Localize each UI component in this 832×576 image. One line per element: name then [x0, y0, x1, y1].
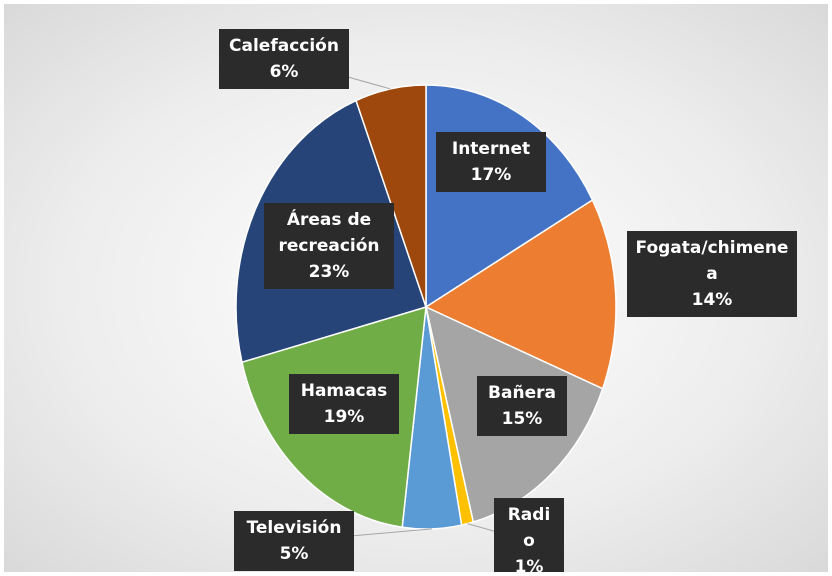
data-label: Fogata/chimenea 14% — [627, 231, 797, 317]
category-label: Radio — [507, 505, 551, 551]
category-label: Fogata/chimenea — [635, 238, 789, 284]
value-label: 6% — [269, 62, 299, 82]
category-label: Televisión — [246, 518, 342, 538]
data-label: Hamacas 19% — [289, 374, 399, 434]
category-label: Calefacción — [229, 36, 339, 56]
pie-slice — [355, 84, 427, 308]
value-label: 23% — [308, 262, 350, 282]
value-label: 15% — [501, 409, 543, 429]
value-label: 5% — [279, 544, 309, 564]
category-label: Bañera — [488, 383, 556, 403]
value-label: 14% — [691, 290, 733, 310]
category-label: Hamacas — [300, 381, 388, 401]
category-label: Internet — [451, 139, 531, 159]
category-label: Áreas de recreación — [278, 210, 380, 256]
pie-slice — [424, 198, 617, 390]
value-label: 1% — [514, 557, 544, 576]
value-label: 19% — [323, 407, 365, 427]
value-label: 17% — [470, 165, 512, 185]
data-label: Calefacción 6% — [219, 29, 349, 89]
data-label: Radio 1% — [494, 498, 564, 576]
data-label: Bañera 15% — [477, 376, 567, 436]
data-label: Televisión 5% — [234, 511, 354, 571]
data-label: Áreas de recreación 23% — [264, 203, 394, 289]
data-label: Internet 17% — [436, 132, 546, 192]
